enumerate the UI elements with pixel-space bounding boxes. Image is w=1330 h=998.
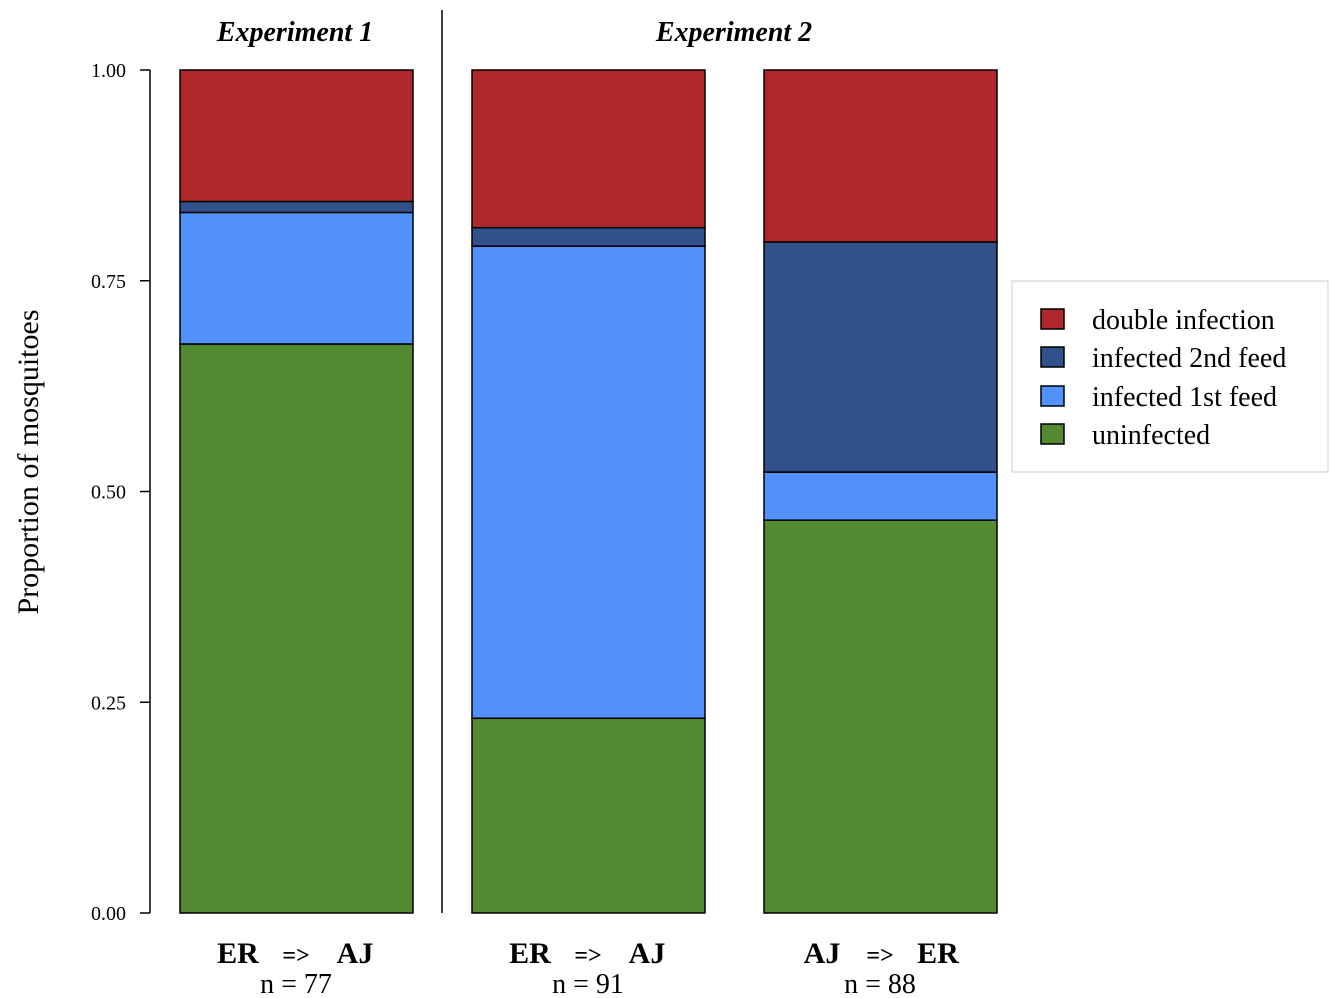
y-axis: 0.00 0.25 0.50 0.75 1.00 xyxy=(91,60,151,925)
bar-segment-infected-2nd-feed-group-3 xyxy=(763,241,998,473)
group-1-n: n = 77 xyxy=(260,969,332,998)
group-2-arrow: => xyxy=(574,943,601,969)
bar-segment-infected-1st-feed-group-3 xyxy=(763,471,998,521)
bar-segment-uninfected-group-2 xyxy=(471,717,706,914)
group-3-to: ER xyxy=(917,937,959,970)
group-3-n: n = 88 xyxy=(844,969,916,998)
group-labels: ER => AJ n = 77 ER => AJ n = 91 AJ => ER… xyxy=(217,937,959,998)
legend-swatch-infected-1st-feed xyxy=(1040,385,1065,407)
group-1-arrow: => xyxy=(282,943,309,969)
group-1-to: AJ xyxy=(337,937,374,970)
group-2-from: ER xyxy=(509,937,551,970)
bar-segment-double-infection-group-2 xyxy=(471,69,706,229)
legend-swatch-double-infection xyxy=(1040,308,1065,330)
experiment-2-title: Experiment 2 xyxy=(655,17,812,48)
bar-segment-uninfected-group-3 xyxy=(763,519,998,914)
group-3-arrow: => xyxy=(866,943,893,969)
legend-label-infected-1st-feed: infected 1st feed xyxy=(1092,382,1277,413)
legend-label-double-infection: double infection xyxy=(1092,305,1275,336)
legend-label-uninfected: uninfected xyxy=(1092,420,1210,451)
experiment-1-title: Experiment 1 xyxy=(216,17,373,48)
y-tick-label: 0.75 xyxy=(91,271,126,293)
legend-swatch-infected-2nd-feed xyxy=(1040,346,1065,368)
group-2-to: AJ xyxy=(629,937,666,970)
y-tick-label: 0.25 xyxy=(91,692,126,714)
bar-segment-uninfected-group-1 xyxy=(179,343,414,914)
legend-swatch-uninfected xyxy=(1040,423,1065,445)
y-tick-label: 1.00 xyxy=(91,60,126,82)
bar-segment-infected-2nd-feed-group-2 xyxy=(471,226,706,247)
bar-segment-infected-1st-feed-group-1 xyxy=(179,211,414,345)
bar-segment-infected-1st-feed-group-2 xyxy=(471,245,706,720)
y-axis-title: Proportion of mosquitoes xyxy=(12,310,45,615)
bars xyxy=(179,69,998,914)
bar-segment-double-infection-group-3 xyxy=(763,69,998,243)
legend: double infection infected 2nd feed infec… xyxy=(1011,280,1329,473)
y-tick-label: 0.50 xyxy=(91,482,126,504)
y-tick-label: 0.00 xyxy=(91,903,126,925)
group-2-n: n = 91 xyxy=(552,969,624,998)
group-1-from: ER xyxy=(217,937,259,970)
group-3-from: AJ xyxy=(804,937,841,970)
legend-label-infected-2nd-feed: infected 2nd feed xyxy=(1092,343,1286,374)
bar-segment-infected-2nd-feed-group-1 xyxy=(179,200,414,214)
bar-segment-double-infection-group-1 xyxy=(179,69,414,203)
